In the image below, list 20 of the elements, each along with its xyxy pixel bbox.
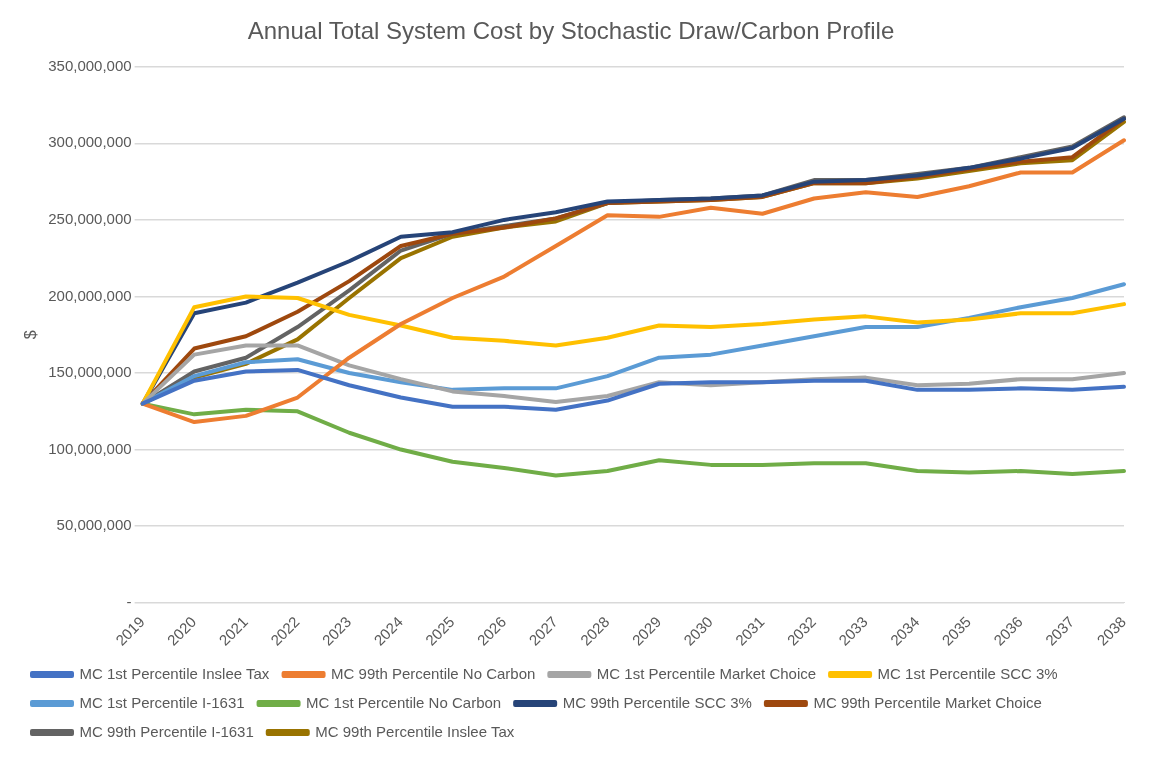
legend-label: MC 99th Percentile I-1631 <box>79 722 254 740</box>
y-tick-label: 50,000,000 <box>56 516 132 534</box>
y-tick-label: 250,000,000 <box>48 210 132 228</box>
legend-label: MC 99th Percentile Inslee Tax <box>315 722 515 740</box>
legend-label: MC 99th Percentile Market Choice <box>813 693 1042 711</box>
chart-title: Annual Total System Cost by Stochastic Draw/Carbon Profile <box>247 17 895 45</box>
legend-label: MC 1st Percentile I-1631 <box>79 693 245 711</box>
legend-label: MC 1st Percentile No Carbon <box>306 693 502 711</box>
y-tick-label: 200,000,000 <box>48 286 132 304</box>
y-tick-label: 100,000,000 <box>48 439 132 457</box>
legend-label: MC 99th Percentile SCC 3% <box>562 693 752 711</box>
y-tick-label: 350,000,000 <box>48 56 132 74</box>
y-tick-label: 300,000,000 <box>48 133 132 151</box>
legend-label: MC 99th Percentile No Carbon <box>331 664 536 682</box>
legend-label: MC 1st Percentile SCC 3% <box>877 664 1058 682</box>
y-tick-label: - <box>126 592 132 610</box>
legend-label: MC 1st Percentile Market Choice <box>596 664 817 682</box>
legend-label: MC 1st Percentile Inslee Tax <box>79 664 270 682</box>
y-tick-label: 150,000,000 <box>48 363 132 381</box>
y-axis-title: $ <box>22 330 40 340</box>
